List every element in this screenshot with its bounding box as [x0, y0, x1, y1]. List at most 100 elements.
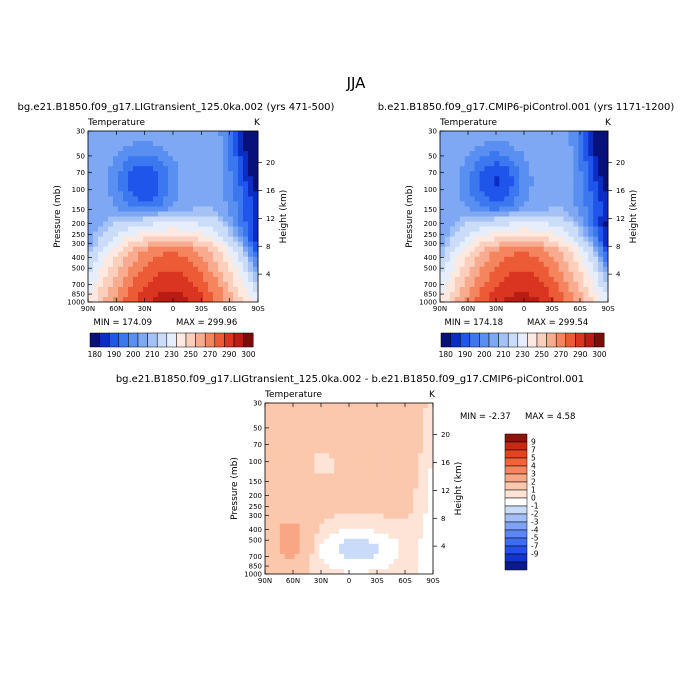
field-cell — [408, 448, 414, 454]
field-cell — [193, 281, 199, 288]
field-cell — [479, 296, 485, 303]
field-cell — [198, 136, 204, 142]
field-cell — [279, 493, 286, 499]
field-cell — [299, 478, 305, 484]
field-cell — [418, 498, 424, 504]
field-cell — [113, 156, 119, 162]
field-cell — [373, 438, 380, 444]
field-cell — [528, 286, 535, 293]
field-cell — [233, 261, 239, 268]
field-cell — [218, 221, 224, 227]
field-cell — [178, 261, 184, 268]
field-cell — [228, 211, 234, 217]
field-cell — [188, 211, 194, 217]
field-cell — [474, 181, 480, 187]
field-cell — [504, 271, 510, 278]
field-cell — [133, 146, 139, 152]
field-cell — [378, 443, 384, 449]
field-cell — [469, 281, 475, 288]
field-cell — [123, 261, 129, 268]
field-cell — [553, 286, 559, 293]
field-cell — [403, 403, 409, 409]
field-cell — [449, 261, 456, 268]
field-cell — [304, 503, 310, 510]
field-cell — [469, 296, 475, 303]
field-cell — [203, 256, 209, 263]
field-cell — [248, 216, 254, 222]
field-cell — [418, 403, 424, 409]
field-cell — [603, 211, 609, 217]
field-cell — [449, 236, 456, 243]
field-cell — [153, 271, 159, 278]
field-cell — [378, 548, 384, 555]
field-cell — [398, 498, 404, 504]
field-cell — [188, 151, 194, 157]
field-cell — [593, 281, 599, 288]
field-cell — [304, 458, 310, 464]
field-cell — [358, 533, 365, 540]
field-cell — [403, 408, 409, 414]
field-cell — [363, 458, 370, 464]
field-cell — [108, 176, 114, 182]
field-cell — [98, 196, 104, 202]
field-cell — [469, 256, 475, 263]
field-cell — [265, 423, 271, 429]
field-cell — [383, 528, 389, 535]
field-cell — [183, 196, 189, 202]
field-cell — [578, 136, 584, 142]
field-cell — [558, 171, 564, 177]
field-cell — [588, 191, 594, 197]
field-cell — [344, 553, 350, 560]
field-cell — [464, 166, 471, 172]
field-cell — [329, 473, 335, 479]
field-cell — [324, 408, 330, 414]
field-cell — [454, 276, 461, 283]
field-cell — [208, 216, 214, 222]
field-cell — [519, 151, 525, 157]
field-cell — [358, 493, 365, 499]
field-cell — [213, 211, 219, 217]
field-cell — [289, 473, 296, 479]
field-cell — [373, 448, 380, 454]
field-cell — [533, 161, 540, 167]
field-cell — [103, 141, 109, 147]
field-cell — [103, 226, 109, 232]
field-cell — [358, 453, 365, 459]
field-cell — [279, 408, 286, 414]
field-cell — [388, 453, 394, 459]
field-cell — [163, 231, 169, 238]
field-cell — [294, 553, 300, 560]
field-cell — [339, 463, 345, 469]
field-cell — [128, 231, 134, 238]
field-cell — [403, 508, 409, 515]
field-cell — [193, 191, 199, 197]
field-cell — [398, 538, 404, 545]
field-cell — [213, 276, 219, 283]
field-cell — [413, 503, 419, 510]
field-cell — [484, 166, 490, 172]
field-cell — [514, 236, 520, 243]
field-cell — [289, 513, 296, 520]
field-cell — [319, 493, 325, 499]
field-cell — [378, 423, 384, 429]
field-cell — [213, 191, 219, 197]
field-cell — [383, 543, 389, 550]
field-cell — [233, 131, 239, 137]
field-cell — [603, 136, 609, 142]
field-cell — [243, 166, 249, 172]
field-cell — [238, 261, 244, 268]
field-cell — [248, 221, 254, 227]
field-cell — [228, 256, 234, 263]
field-cell — [93, 246, 99, 253]
field-cell — [279, 433, 286, 439]
field-cell — [349, 443, 355, 449]
field-cell — [158, 161, 164, 167]
field-cell — [568, 256, 574, 263]
colorbar-label: 290 — [573, 350, 588, 359]
field-cell — [514, 271, 520, 278]
field-cell — [118, 231, 124, 238]
field-cell — [583, 231, 589, 238]
field-cell — [223, 221, 229, 227]
field-cell — [524, 296, 530, 303]
